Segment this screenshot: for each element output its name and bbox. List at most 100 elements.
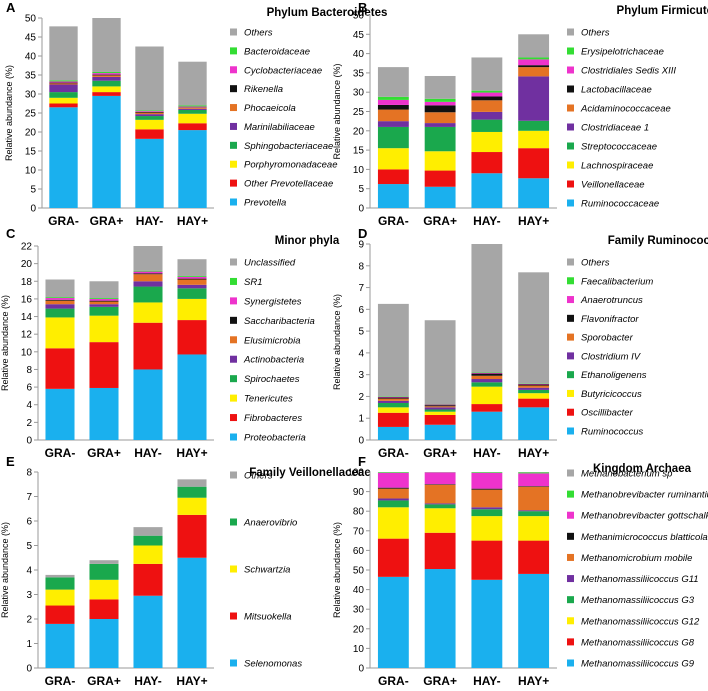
y-tick-label: 8 [358,261,364,272]
legend-entry: Tenericutes [244,394,293,405]
bar-segment [424,101,456,106]
legend-entry: Methanomassiliicoccus G11 [581,574,699,585]
legend-swatch [567,47,574,55]
bar-segment [133,273,163,275]
y-tick-label: 0 [358,436,364,447]
y-tick-label: 3 [358,370,364,381]
bar-segment [377,507,409,539]
bar-segment [518,65,550,68]
y-tick-label: 4 [26,566,32,577]
bar-segment [45,304,75,309]
bar-segment [178,109,207,114]
legend-swatch [567,596,574,604]
y-tick-label: 90 [353,487,365,498]
y-tick-label: 25 [353,107,365,118]
y-tick-label: 10 [25,166,37,177]
panel-letter: C [6,226,16,241]
panel-letter: F [358,454,366,469]
bar-segment [471,472,503,489]
legend-entry: Actinobacteria [243,355,304,366]
legend-swatch [567,180,574,188]
legend-entry: Methanomassiliicoccus G12 [581,616,700,627]
legend-entry: Sphingobacteriaceae [244,141,333,152]
bar-segment [89,315,119,343]
bar-segment [177,298,207,321]
legend-swatch [567,389,574,397]
bar-segment [518,387,550,390]
y-tick-label: 0 [358,664,364,675]
y-tick-label: 70 [353,526,365,537]
bar-segment [92,92,121,96]
legend-swatch [567,469,574,477]
bar-segment [45,605,75,624]
legend-swatch [230,316,237,324]
bar-segment [518,510,550,512]
y-tick-label: 8 [26,365,32,376]
bar-segment [471,100,503,112]
y-tick-label: 3 [26,590,32,601]
y-tick-label: 20 [21,259,33,270]
bar-segment [377,488,409,499]
bar-segment [424,414,456,425]
bar-segment [518,130,550,149]
bar-segment [518,67,550,77]
category-label: HAY+ [177,214,208,228]
chart-title: Minor phyla [275,235,340,247]
bar-segment [49,26,78,81]
bar-segment [89,619,119,668]
category-label: GRA- [45,446,76,460]
legend-swatch [567,427,574,435]
y-tick-label: 18 [21,277,33,288]
bar-segment [471,90,503,93]
legend-entry: Others [244,28,273,39]
panel-letter: D [358,226,367,241]
bar-segment [177,259,207,276]
panel-c: C Minor phyla Relative abundance (%) 0 2 4 6 8 1… [0,226,340,460]
bar-segment [471,96,503,101]
legend-entry: Clostridiaceae 1 [581,123,649,134]
y-tick-label: 10 [353,644,365,655]
bar-segment [178,107,207,109]
bar-segment [133,286,163,303]
category-label: GRA- [378,214,409,228]
category-label: HAY- [134,674,162,688]
legend-entry: Saccharibacteria [244,316,315,327]
y-tick-label: 12 [21,330,33,341]
legend-entry: Lactobacillaceae [581,85,652,96]
legend-entry: Rikenella [244,84,283,95]
bar-segment [89,599,119,619]
bar-segment [377,109,409,122]
bar-segment [177,279,207,285]
legend-swatch [567,352,574,360]
legend-entry: Methanobacterium sp [581,469,672,480]
panel-letter: A [6,0,16,15]
bar-segment [471,516,503,541]
bar-segment [518,511,550,517]
bar-segment [178,108,207,110]
chart-title: Family Veillonellaceae [249,467,370,479]
category-label: GRA- [48,214,79,228]
legend-entry: Ethanoligenens [581,370,647,381]
legend-swatch [567,123,574,131]
y-tick-label: 1 [358,414,364,425]
legend-entry: Ruminococcus [581,427,644,438]
legend-entry: Anaerotruncus [580,295,643,306]
legend-entry: Schwartzia [244,565,290,576]
legend-swatch [567,66,574,74]
y-tick-label: 5 [358,184,364,195]
category-label: HAY+ [176,446,207,460]
bar-segment [518,540,550,574]
bar-segment [178,130,207,208]
y-tick-label: 5 [26,541,32,552]
legend-entry: Ruminococcaceae [581,199,659,210]
bar-segment [135,129,164,139]
bar-segment [89,281,119,299]
bar-segment [471,372,503,374]
bar-segment [518,486,550,487]
bar-segment [135,111,164,112]
legend-entry: Cyclobacteriaceae [244,65,322,76]
category-label: GRA+ [423,446,457,460]
bar-segment [518,407,550,440]
bar-segment [424,98,456,102]
bar-segment [89,304,119,307]
